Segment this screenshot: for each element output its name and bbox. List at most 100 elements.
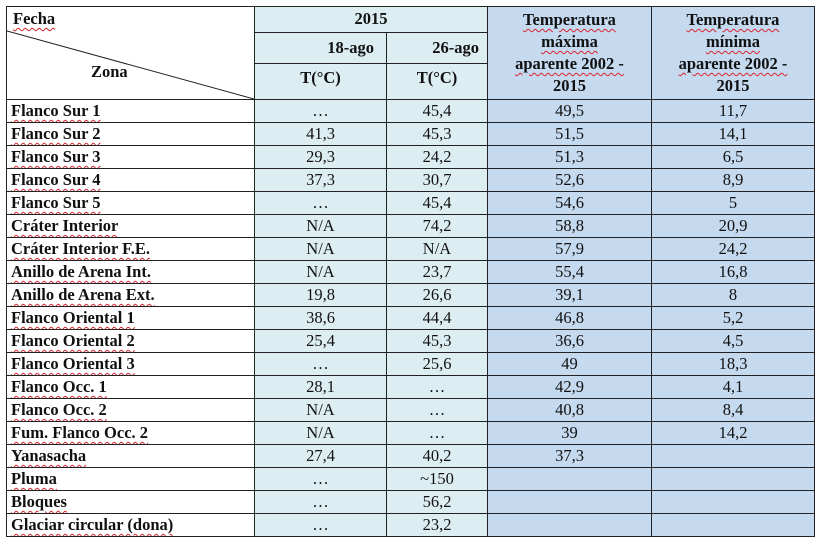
temp-18ago-cell: … <box>254 513 387 537</box>
table-row: Cráter Interior N/A 74,2 58,8 20,9 <box>6 214 815 238</box>
tmin-cell: 14,2 <box>651 421 815 445</box>
zone-label: Yanasacha <box>11 446 87 465</box>
temp-26ago-cell: 45,3 <box>386 122 488 146</box>
zone-cell: Flanco Oriental 1 <box>6 306 255 330</box>
table-row: Flanco Sur 1 … 45,4 49,5 11,7 <box>6 99 815 123</box>
table-row: Flanco Occ. 2 N/A… 40,8 8,4 <box>6 398 815 422</box>
zone-label: Anillo de Arena Int. <box>11 262 151 281</box>
zone-cell: Cráter Interior <box>6 214 255 238</box>
tmax-cell: 58,8 <box>487 214 652 238</box>
zone-label: Flanco Oriental 3 <box>11 354 135 373</box>
tmax-cell: 54,6 <box>487 191 652 215</box>
zone-cell: Yanasacha <box>6 444 255 468</box>
table-row: Yanasacha 27,4 40,2 37,3 <box>6 444 815 468</box>
unit1-header: T(°C) <box>254 63 387 100</box>
zone-cell: Cráter Interior F.E. <box>6 237 255 261</box>
temp-26ago-cell: 44,4 <box>386 306 488 330</box>
temp-26ago-cell: 23,2 <box>386 513 488 537</box>
tmin-cell: 5 <box>651 191 815 215</box>
temp-26ago-cell: … <box>386 398 488 422</box>
table-row: Fum. Flanco Occ. 2 N/A… 39 14,2 <box>6 421 815 445</box>
temp-26ago-cell: 45,3 <box>386 329 488 353</box>
table-row: Flanco Sur 5 … 45,4 54,6 5 <box>6 191 815 215</box>
unit2-header: T(°C) <box>386 63 488 100</box>
temp-18ago-cell: 38,6 <box>254 306 387 330</box>
temp-26ago-cell: N/A <box>386 237 488 261</box>
fecha-header: Fecha <box>13 9 56 28</box>
tmax-header: Temperatura máxima aparente 2002 - 2015 <box>487 6 652 100</box>
temp-18ago-cell: 27,4 <box>254 444 387 468</box>
table-row: Cráter Interior F.E. N/A N/A 57,9 24,2 <box>6 237 815 261</box>
temp-18ago-cell: … <box>254 467 387 491</box>
temp-18ago-cell: 19,8 <box>254 283 387 307</box>
tmin-cell: 11,7 <box>651 99 815 123</box>
temp-18ago-cell: N/A <box>254 237 387 261</box>
zone-cell: Flanco Occ. 1 <box>6 375 255 399</box>
zone-label: Bloques <box>11 492 67 511</box>
temp-26ago-cell: 25,6 <box>386 352 488 376</box>
tmin-cell: 4,1 <box>651 375 815 399</box>
zone-label: Flanco Sur 3 <box>11 147 101 166</box>
tmax-cell: 55,4 <box>487 260 652 284</box>
temp-18ago-cell: … <box>254 191 387 215</box>
temp-18ago-cell: 29,3 <box>254 145 387 169</box>
tmax-cell: 49 <box>487 352 652 376</box>
temp-18ago-cell: N/A <box>254 260 387 284</box>
zone-cell: Fum. Flanco Occ. 2 <box>6 421 255 445</box>
zone-label: Pluma <box>11 469 57 488</box>
tmin-cell: 6,5 <box>651 145 815 169</box>
tmin-cell: 20,9 <box>651 214 815 238</box>
tmin-cell: 8 <box>651 283 815 307</box>
table-row: Flanco Sur 3 29,3 24,2 51,3 6,5 <box>6 145 815 169</box>
zone-label: Flanco Sur 4 <box>11 170 101 189</box>
table-row: Flanco Oriental 1 38,6 44,4 46,8 5,2 <box>6 306 815 330</box>
table-row: Flanco Sur 2 41,3 45,3 51,5 14,1 <box>6 122 815 146</box>
table-row: Anillo de Arena Int. N/A 23,7 55,4 16,8 <box>6 260 815 284</box>
zone-cell: Flanco Sur 3 <box>6 145 255 169</box>
zone-cell: Anillo de Arena Int. <box>6 260 255 284</box>
temp-18ago-cell: N/A <box>254 398 387 422</box>
zone-cell: Flanco Sur 2 <box>6 122 255 146</box>
tmax-cell <box>487 513 652 537</box>
zone-cell: Flanco Occ. 2 <box>6 398 255 422</box>
tmax-cell: 46,8 <box>487 306 652 330</box>
zone-cell: Flanco Sur 4 <box>6 168 255 192</box>
table-row: Flanco Occ. 1 28,1… 42,9 4,1 <box>6 375 815 399</box>
table-row: Flanco Oriental 3 … 25,6 49 18,3 <box>6 352 815 376</box>
temp-18ago-cell: 37,3 <box>254 168 387 192</box>
temp-26ago-cell: … <box>386 375 488 399</box>
zone-cell: Bloques <box>6 490 255 514</box>
temp-18ago-cell: … <box>254 99 387 123</box>
tmin-cell: 5,2 <box>651 306 815 330</box>
tmin-cell <box>651 467 815 491</box>
date1-header: 18-ago <box>254 31 387 65</box>
fecha-zona-header-cell: Fecha Zona <box>6 6 255 100</box>
tmin-cell: 8,4 <box>651 398 815 422</box>
table-row: Bloques … 56,2 <box>6 490 815 514</box>
tmax-cell: 40,8 <box>487 398 652 422</box>
temp-26ago-cell: 26,6 <box>386 283 488 307</box>
zone-label: Flanco Occ. 1 <box>11 377 107 396</box>
temp-26ago-cell: 45,4 <box>386 99 488 123</box>
zone-cell: Flanco Oriental 3 <box>6 352 255 376</box>
tmin-cell <box>651 490 815 514</box>
zone-label: Flanco Sur 2 <box>11 124 101 143</box>
zone-cell: Anillo de Arena Ext. <box>6 283 255 307</box>
zone-label: Cráter Interior <box>11 216 119 235</box>
table-row: Pluma … ~150 <box>6 467 815 491</box>
temperature-table: Fecha Zona 2015 Temperatura máxima apare… <box>6 6 815 537</box>
temp-18ago-cell: 25,4 <box>254 329 387 353</box>
zone-cell: Flanco Sur 1 <box>6 99 255 123</box>
temp-26ago-cell: 30,7 <box>386 168 488 192</box>
tmin-header: Temperatura mínima aparente 2002 - 2015 <box>651 6 815 100</box>
diagonal-divider <box>7 30 254 99</box>
tmax-cell: 39,1 <box>487 283 652 307</box>
temp-18ago-cell: … <box>254 490 387 514</box>
tmax-cell: 51,3 <box>487 145 652 169</box>
temp-26ago-cell: ~150 <box>386 467 488 491</box>
tmax-cell <box>487 467 652 491</box>
temp-26ago-cell: 40,2 <box>386 444 488 468</box>
zone-label: Cráter Interior F.E. <box>11 239 151 258</box>
tmax-cell: 37,3 <box>487 444 652 468</box>
temp-26ago-cell: 74,2 <box>386 214 488 238</box>
